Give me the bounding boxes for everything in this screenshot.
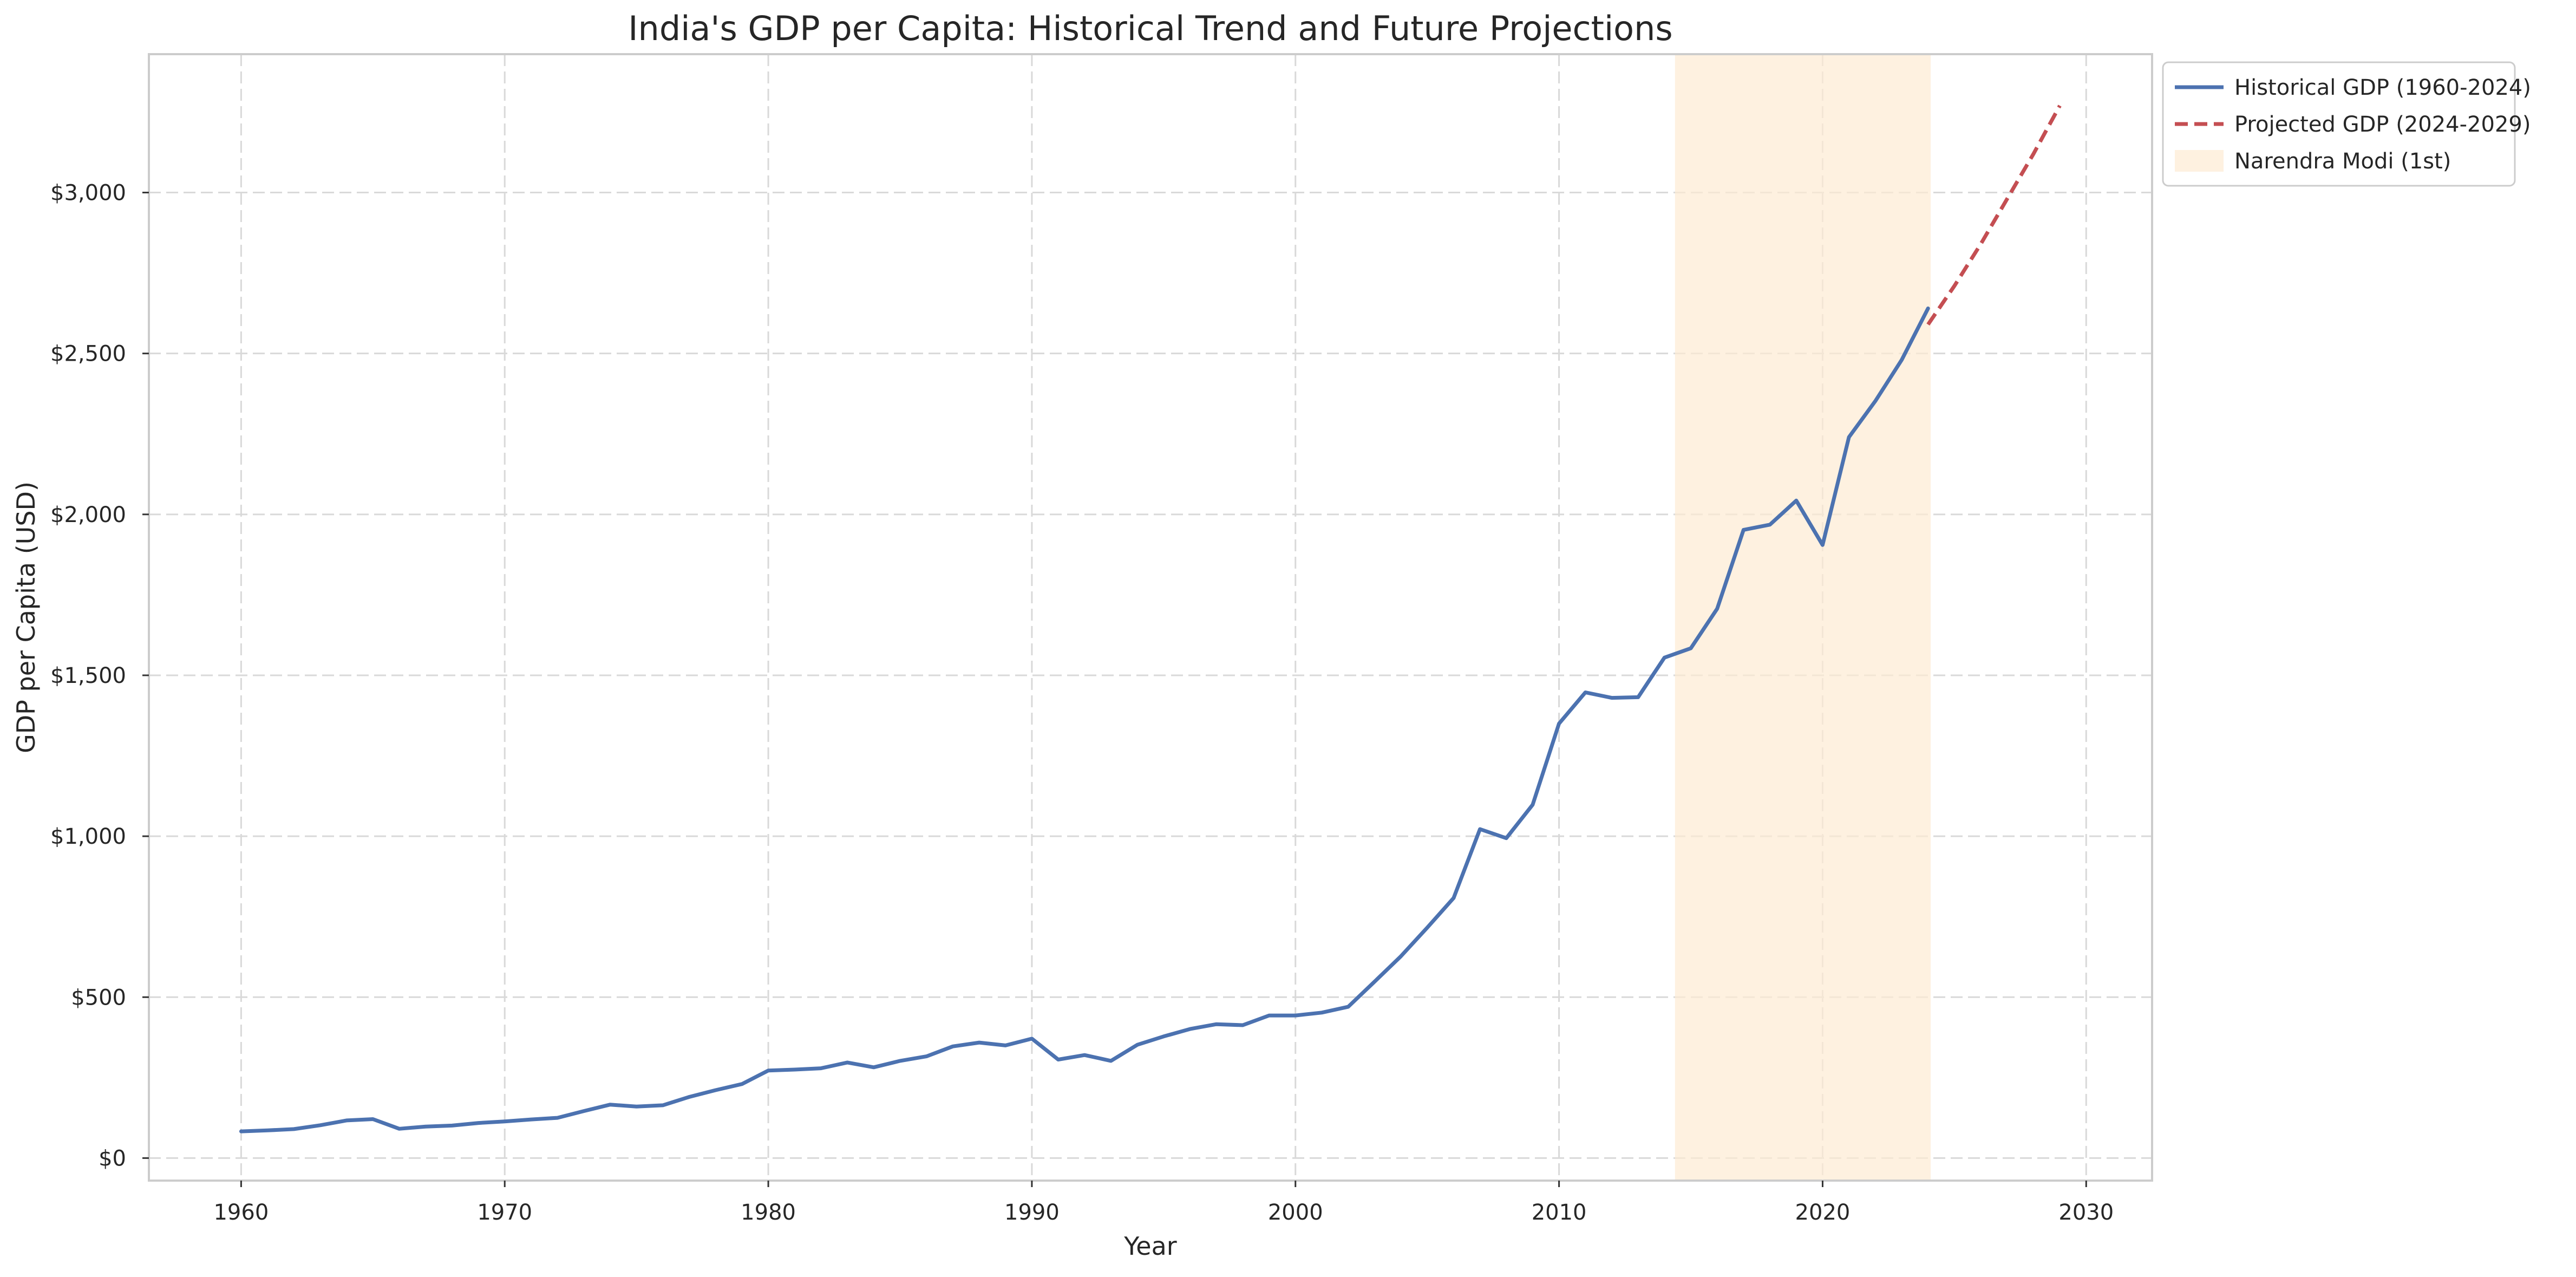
x-tick-label: 2010 — [1532, 1200, 1587, 1225]
y-tick-label: $0 — [99, 1146, 126, 1171]
y-tick-label: $2,500 — [50, 342, 126, 367]
y-tick-label: $500 — [71, 985, 126, 1010]
legend-entry-label: Projected GDP (2024-2029) — [2234, 112, 2531, 137]
x-tick-label: 1970 — [477, 1200, 532, 1225]
series-line — [239, 307, 1930, 1133]
legend: Historical GDP (1960-2024) Projected GDP … — [2162, 61, 2531, 187]
legend-swatch-patch — [2175, 150, 2224, 172]
x-tick-label: 2000 — [1268, 1200, 1323, 1225]
legend-entry-label: Historical GDP (1960-2024) — [2234, 75, 2531, 100]
shaded-regions — [1675, 54, 1931, 1181]
series-lines — [239, 105, 2062, 1133]
y-tick-label: $2,000 — [50, 503, 126, 527]
x-axis-label: Year — [1123, 1232, 1176, 1261]
y-axis-ticks: $0 $500 $1,000 $1,500 $2,000 $2,500 $3,000 — [50, 181, 149, 1171]
chart-title: India's GDP per Capita: Historical Trend… — [628, 9, 1672, 48]
y-tick-label: $1,000 — [50, 824, 126, 849]
x-axis-ticks: 1960 1970 1980 1990 2000 2010 2020 2030 — [213, 1181, 2114, 1225]
x-tick-label: 2030 — [2058, 1200, 2114, 1225]
legend-entry-label: Narendra Modi (1st) — [2234, 149, 2451, 174]
legend-box — [2162, 61, 2516, 187]
y-tick-label: $1,500 — [50, 663, 126, 688]
x-tick-label: 1960 — [213, 1200, 269, 1225]
shaded-region — [1675, 54, 1931, 1181]
y-tick-label: $3,000 — [50, 181, 126, 206]
y-axis-label: GDP per Capita (USD) — [11, 481, 41, 753]
series-line — [1926, 105, 2062, 326]
x-tick-label: 2020 — [1795, 1200, 1851, 1225]
x-tick-label: 1980 — [741, 1200, 796, 1225]
plot-frame — [148, 53, 2153, 1182]
x-tick-label: 1990 — [1004, 1200, 1060, 1225]
